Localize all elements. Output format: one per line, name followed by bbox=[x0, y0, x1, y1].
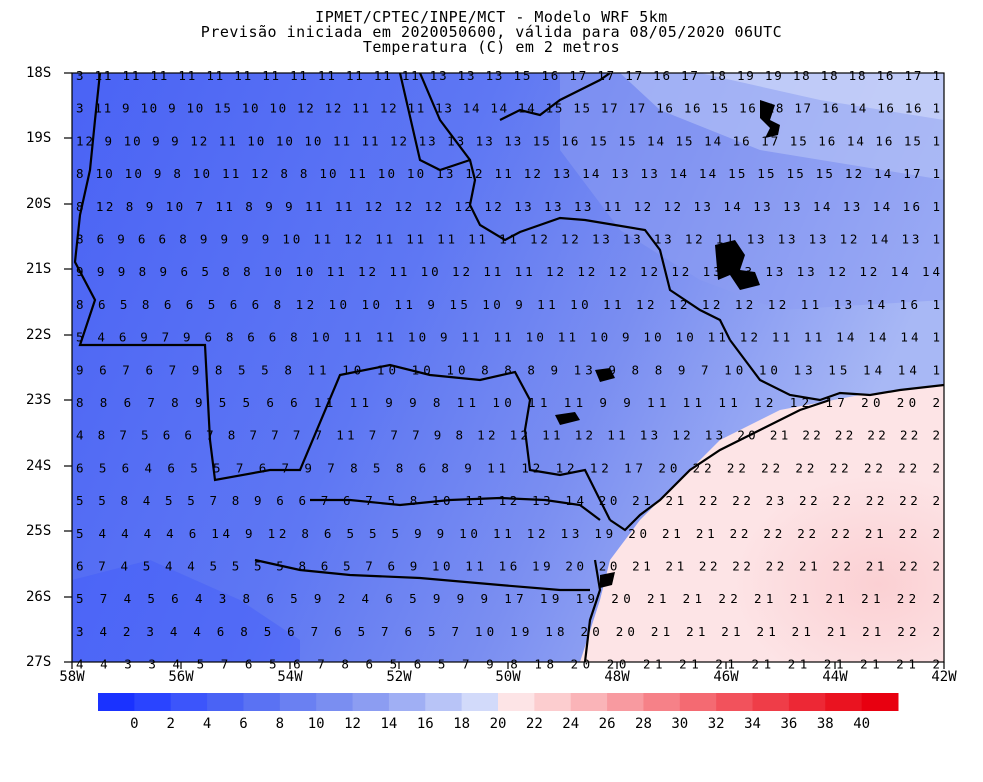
lon-label: 52W bbox=[386, 669, 412, 685]
lakes bbox=[555, 100, 780, 588]
colorbar-label: 22 bbox=[525, 716, 543, 732]
lat-label: 21S bbox=[26, 261, 52, 277]
lon-label: 50W bbox=[495, 669, 521, 685]
colorbar-swatch bbox=[279, 693, 317, 711]
temperature-row: 9 6 7 6 7 9 8 5 5 8 11 10 10 10 10 8 8 8… bbox=[76, 362, 940, 377]
colorbar-swatch bbox=[98, 693, 135, 711]
lat-label: 19S bbox=[26, 130, 52, 146]
title-line-3: Temperatura (C) em 2 metros bbox=[362, 38, 621, 56]
colorbar-label: 40 bbox=[853, 716, 871, 732]
colorbar-swatch bbox=[861, 693, 899, 711]
colorbar-label: 38 bbox=[816, 716, 834, 732]
lon-label: 54W bbox=[277, 669, 303, 685]
colorbar-label: 34 bbox=[744, 716, 761, 732]
colorbar-label: 36 bbox=[780, 716, 798, 732]
temperature-row: 8 10 10 9 8 10 11 12 8 8 10 11 10 10 13 … bbox=[76, 166, 940, 181]
colorbar-label: 2 bbox=[166, 716, 175, 732]
colorbar-swatch bbox=[679, 693, 717, 711]
colorbar-swatch bbox=[534, 693, 572, 711]
colorbar-swatch bbox=[316, 693, 354, 711]
colorbar-swatch bbox=[570, 693, 608, 711]
temperature-row: 8 12 8 9 10 7 11 8 9 9 11 11 12 12 12 12… bbox=[76, 199, 940, 214]
colorbar-label: 10 bbox=[307, 716, 325, 732]
colorbar-label: 16 bbox=[416, 716, 434, 732]
colorbar bbox=[98, 693, 899, 711]
colorbar-label: 0 bbox=[130, 716, 139, 732]
lon-label: 58W bbox=[59, 669, 85, 685]
temperature-row: 3 11 9 10 9 10 15 10 10 12 12 11 12 11 1… bbox=[76, 101, 940, 116]
temperature-row: 12 9 10 9 9 12 11 10 10 10 11 11 12 13 1… bbox=[76, 133, 940, 148]
lat-label: 20S bbox=[26, 196, 52, 212]
temperature-row: 5 7 4 5 6 4 3 8 6 5 9 2 4 6 5 9 9 9 17 1… bbox=[76, 591, 940, 606]
map-field bbox=[72, 73, 944, 662]
colorbar-swatch bbox=[170, 693, 208, 711]
colorbar-label: 30 bbox=[671, 716, 689, 732]
lat-label: 18S bbox=[26, 65, 52, 81]
colorbar-label: 14 bbox=[380, 716, 398, 732]
colorbar-label: 20 bbox=[489, 716, 507, 732]
colorbar-label: 24 bbox=[562, 716, 580, 732]
colorbar-swatch bbox=[461, 693, 499, 711]
lat-label: 24S bbox=[26, 458, 52, 474]
colorbar-label: 28 bbox=[635, 716, 652, 732]
colorbar-swatch bbox=[207, 693, 244, 711]
temperature-row: 5 4 6 9 7 9 6 8 6 6 8 10 11 11 10 9 11 1… bbox=[76, 330, 940, 345]
temperature-row: 5 4 4 4 4 6 14 9 12 8 6 5 5 5 9 9 10 11 … bbox=[76, 526, 940, 541]
lon-label: 56W bbox=[168, 669, 194, 685]
temperature-row: 8 6 5 8 6 6 5 6 6 8 12 10 10 11 9 15 10 … bbox=[76, 297, 940, 312]
colorbar-swatch bbox=[752, 693, 790, 711]
boundaries bbox=[73, 72, 945, 663]
lat-label: 22S bbox=[26, 327, 52, 343]
colorbar-swatch bbox=[607, 693, 644, 711]
colorbar-label: 6 bbox=[239, 716, 248, 732]
colorbar-swatch bbox=[425, 693, 463, 711]
colorbar-label: 8 bbox=[275, 716, 285, 732]
colorbar-swatch bbox=[643, 693, 681, 711]
lon-label: 42W bbox=[931, 669, 957, 685]
colorbar-label: 12 bbox=[344, 716, 361, 732]
colorbar-swatch bbox=[498, 693, 535, 711]
lat-label: 25S bbox=[26, 523, 52, 539]
colorbar-swatch bbox=[716, 693, 754, 711]
colorbar-swatch bbox=[134, 693, 172, 711]
temperature-row: 3 11 11 11 11 11 11 11 11 11 11 11 11 13… bbox=[76, 68, 940, 83]
colorbar-label: 26 bbox=[598, 716, 616, 732]
colorbar-swatch bbox=[352, 693, 390, 711]
colorbar-label: 18 bbox=[453, 716, 471, 732]
lat-label: 27S bbox=[26, 654, 52, 670]
colorbar-swatch bbox=[788, 693, 826, 711]
colorbar-label: 32 bbox=[707, 716, 725, 732]
axis-ticks bbox=[64, 72, 945, 669]
lon-label: 46W bbox=[713, 669, 739, 685]
temperature-row: 8 8 6 7 8 9 5 5 6 6 11 11 9 9 8 11 10 11… bbox=[76, 395, 940, 410]
lon-label: 48W bbox=[604, 669, 630, 685]
colorbar-swatch bbox=[388, 693, 426, 711]
title-line-2: Previsão iniciada em 2020050600, válida … bbox=[200, 23, 783, 41]
lat-label: 23S bbox=[26, 392, 52, 408]
colorbar-swatch bbox=[825, 693, 863, 711]
colorbar-label: 4 bbox=[202, 716, 212, 732]
colorbar-swatch bbox=[243, 693, 281, 711]
title-line-1: IPMET/CPTEC/INPE/MCT - Modelo WRF 5km bbox=[315, 8, 668, 26]
lat-label: 26S bbox=[26, 589, 52, 605]
temperature-row: 9 9 9 8 9 6 5 8 8 10 10 11 12 11 10 12 1… bbox=[76, 264, 940, 279]
lon-label: 44W bbox=[822, 669, 848, 685]
